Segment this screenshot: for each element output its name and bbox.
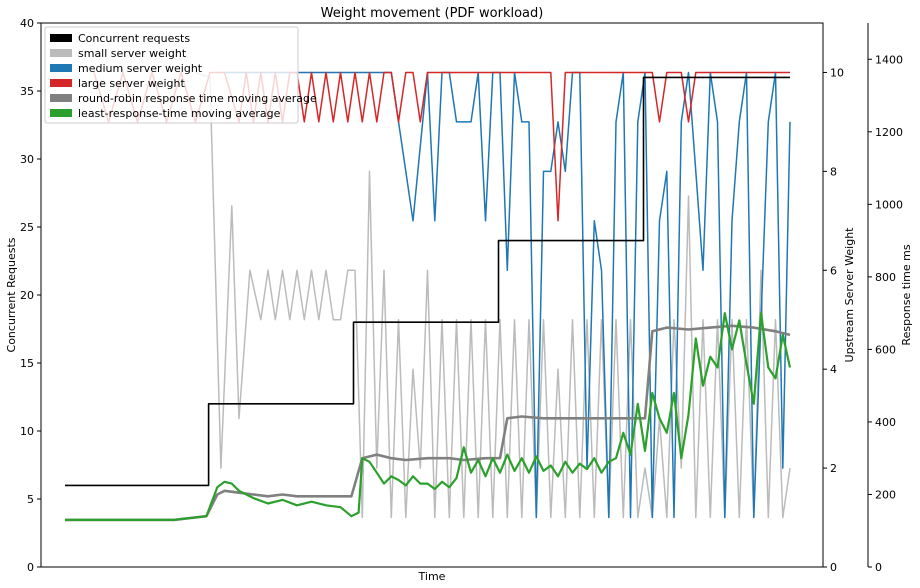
weight-tick-label: 4	[830, 363, 837, 376]
legend-entry: small server weight	[78, 47, 187, 60]
series-line-small-server-weight	[195, 71, 791, 519]
left-tick-label: 0	[27, 561, 34, 574]
left-axis: 0 5 10 15 20 25 30 35 40	[20, 17, 41, 574]
legend-swatch	[50, 49, 72, 57]
legend-box	[44, 26, 299, 124]
response-tick-label: 1200	[875, 126, 903, 139]
left-tick-label: 10	[20, 425, 34, 438]
legend-swatch	[50, 94, 72, 102]
left-tick-label: 30	[20, 153, 34, 166]
weight-tick-label: 6	[830, 264, 837, 277]
left-tick-label: 5	[27, 493, 34, 506]
left-tick-label: 40	[20, 17, 34, 30]
y-axis-right-response-label: Response time ms	[900, 244, 913, 345]
left-tick-label: 25	[20, 221, 34, 234]
series-line-round-robin-response-time-moving-average	[65, 324, 791, 522]
legend-swatch	[50, 34, 72, 42]
right-axis-weight: 0 2 4 6 8 10	[823, 66, 844, 574]
response-tick-label: 400	[875, 416, 896, 429]
response-tick-label: 0	[875, 561, 882, 574]
left-tick-label: 35	[20, 85, 34, 98]
response-tick-label: 600	[875, 343, 896, 356]
weight-tick-label: 0	[830, 561, 837, 574]
weight-tick-label: 2	[830, 462, 837, 475]
series-line-medium-server-weight	[224, 71, 791, 519]
right-axis-response-time: 0 200 400 600 800 1000 1200 1400	[867, 23, 903, 574]
response-tick-label: 1000	[875, 198, 903, 211]
response-tick-label: 1400	[875, 53, 903, 66]
y-axis-right-weight-label: Upstream Server Weight	[843, 227, 856, 363]
legend-entry: least-response-time moving average	[78, 107, 281, 120]
legend: Concurrent requests small server weight me…	[44, 26, 317, 124]
left-tick-label: 15	[20, 357, 34, 370]
response-tick-label: 800	[875, 271, 896, 284]
legend-entry: medium server weight	[78, 62, 203, 75]
legend-swatch	[50, 109, 72, 117]
legend-entry: Concurrent requests	[78, 32, 190, 45]
series-line-least-response-time-moving-average	[65, 312, 792, 522]
weight-tick-label: 8	[830, 165, 837, 178]
weight-tick-label: 10	[830, 66, 844, 79]
x-axis-label: Time	[418, 570, 446, 583]
series-line-concurrent-requests	[65, 76, 790, 487]
legend-entry: round-robin response time moving average	[78, 92, 317, 105]
y-axis-left-label: Concurrent Requests	[5, 237, 18, 352]
chart-title: Weight movement (PDF workload)	[321, 6, 544, 21]
legend-swatch	[50, 64, 72, 72]
response-tick-label: 200	[875, 488, 896, 501]
legend-entry: large server weight	[78, 77, 185, 90]
legend-swatch	[50, 79, 72, 87]
left-tick-label: 20	[20, 289, 34, 302]
